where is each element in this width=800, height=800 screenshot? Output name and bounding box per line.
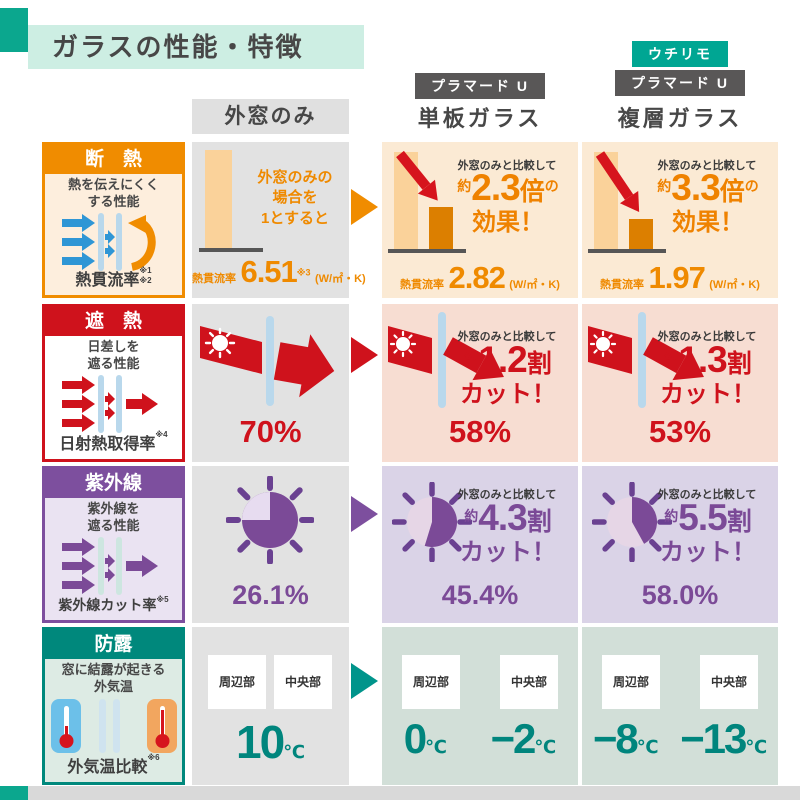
compare-note: 外窓のみと比較して	[457, 331, 557, 343]
perimeter-box: 周辺部	[208, 655, 266, 709]
uv-metric-label: 紫外線カット率※5	[58, 595, 169, 613]
sun-pie-icon	[391, 481, 473, 563]
heat-shield-base-cell: 70%	[192, 304, 349, 462]
insulation-category-title: 断 熱	[45, 145, 182, 174]
uv-arrows-through-glass-icon	[45, 536, 182, 595]
heat-shield-single-value: 58%	[448, 414, 512, 449]
anti-condensation-label-cell: 防露 窓に結露が起きる 外気温 外気温比較※6	[42, 627, 185, 785]
uv-category-title: 紫外線	[45, 469, 182, 498]
center-box: 中央部	[274, 655, 332, 709]
insulation-single-effect: 約2.3倍の 効果！	[457, 167, 559, 236]
compare-note: 外窓のみと比較して	[657, 331, 757, 343]
column-header-double-glass: ウチリモ プラマード U 複層ガラス	[582, 41, 778, 133]
right-arrow-icon	[351, 337, 378, 373]
compare-note: 外窓のみと比較して	[657, 489, 757, 501]
thermometers-and-glass-icon	[45, 698, 182, 754]
insulation-double-cell: 外窓のみと比較して 約3.3倍の 効果！ 熱貫流率 1.97 (W/㎡・K)	[582, 142, 778, 298]
next-section-accent-square	[0, 786, 28, 800]
title-accent-square	[0, 8, 28, 52]
row-heat-shield: 遮 熱 日差しを 遮る性能 日射熱取得率※4	[0, 304, 800, 462]
anti-condensation-description: 窓に結露が起きる 外気温	[61, 662, 166, 694]
anti-condensation-double-cell: 周辺部 中央部 −8℃ −13℃	[582, 627, 778, 785]
anti-condensation-category-title: 防露	[45, 630, 182, 659]
compare-note: 外窓のみと比較して	[657, 160, 757, 172]
anti-condensation-double-values: −8℃ −13℃	[592, 715, 768, 762]
base-bar	[205, 150, 232, 248]
uv-label-cell: 紫外線 紫外線を 遮る性能 紫外線カット率※5	[42, 466, 185, 623]
sunlight-arrows-through-glass-icon	[45, 374, 182, 433]
insulation-double-effect: 約3.3倍の 効果！	[657, 167, 759, 236]
anti-condensation-base-cell: 周辺部 中央部 10℃	[192, 627, 349, 785]
heat-shield-double-cell: 外窓のみと比較して 約1.3割 カット！ 53%	[582, 304, 778, 462]
row-anti-condensation: 防露 窓に結露が起きる 外気温 外気温比較※6 周辺部 中央部	[0, 627, 800, 785]
compare-note: 外窓のみと比較して	[457, 489, 557, 501]
uv-double-cell: 外窓のみと比較して 約5.5割 カット！ 58.0%	[582, 466, 778, 623]
insulation-label-cell: 断 熱 熱を伝えにくく する性能 熱貫流率※1 ※2	[42, 142, 185, 298]
uv-single-value: 45.4%	[441, 580, 519, 610]
next-section-divider	[28, 786, 800, 800]
insulation-description: 熱を伝えにくく する性能	[68, 177, 159, 209]
sun-band-arrow-icon	[200, 316, 340, 408]
insulation-single-cell: 外窓のみと比較して 約2.3倍の 効果！ 熱貫流率 2.82 (W/㎡・K)	[382, 142, 578, 298]
column-header-outer-window-only: 外窓のみ	[192, 99, 349, 134]
perimeter-box: 周辺部	[402, 655, 460, 709]
uv-base-value: 26.1%	[232, 580, 309, 610]
anti-condensation-single-values: 0℃ −2℃	[403, 715, 557, 762]
uv-single-cell: 外窓のみと比較して 約4.3割 カット！ 45.4%	[382, 466, 578, 623]
plamard-u-badge-2: プラマード U	[615, 70, 745, 96]
sun-pie-icon	[591, 481, 673, 563]
uv-single-effect: 約4.3割 カット！	[460, 497, 556, 566]
sun-band-deflected-arrow-icon	[388, 312, 520, 412]
heat-shield-single-cell: 外窓のみと比較して 約1.2割 カット！ 58%	[382, 304, 578, 462]
bar-baseline	[199, 248, 263, 252]
uchirimo-badge: ウチリモ	[632, 41, 728, 67]
bar-chart-with-down-arrow-icon	[386, 146, 470, 256]
sun-band-deflected-arrow-icon	[588, 312, 720, 412]
heat-shield-base-value: 70%	[239, 414, 302, 449]
bar-chart-with-down-arrow-icon	[586, 146, 670, 256]
heat-shield-metric-label: 日射熱取得率※4	[59, 430, 168, 453]
column-header-single-glass: プラマード U 単板ガラス	[382, 73, 578, 133]
insulation-base-cell: 外窓のみの 場合を 1とすると 熱貫流率 6.51※3 (W/㎡・K)	[192, 142, 366, 298]
heat-shield-label-cell: 遮 熱 日差しを 遮る性能 日射熱取得率※4	[42, 304, 185, 462]
center-box: 中央部	[500, 655, 558, 709]
insulation-double-value: 熱貫流率 1.97 (W/㎡・K)	[600, 260, 760, 295]
row-uv: 紫外線 紫外線を 遮る性能 紫外線カット率※5	[0, 466, 800, 623]
uv-description: 紫外線を 遮る性能	[87, 501, 140, 533]
double-glass-label: 複層ガラス	[617, 106, 743, 131]
right-arrow-icon	[351, 496, 378, 532]
heat-shield-double-effect: 約1.3割 カット！	[660, 339, 756, 408]
right-arrow-icon	[351, 189, 378, 225]
insulation-single-value: 熱貫流率 2.82 (W/㎡・K)	[400, 260, 560, 295]
anti-condensation-single-cell: 周辺部 中央部 0℃ −2℃	[382, 627, 578, 785]
page-title: ガラスの性能・特徴	[28, 25, 364, 70]
base-note: 外窓のみの 場合を 1とすると	[257, 169, 333, 227]
heat-shield-double-value: 53%	[648, 414, 712, 449]
anti-condensation-metric-label: 外気温比較※6	[67, 753, 160, 776]
anti-condensation-base-value: 10℃	[236, 716, 305, 768]
right-arrow-icon	[351, 663, 378, 699]
insulation-metric-label: 熱貫流率※1 ※2	[75, 266, 152, 289]
sun-pie-icon	[225, 475, 315, 565]
heat-shield-category-title: 遮 熱	[45, 307, 182, 336]
single-glass-label: 単板ガラス	[417, 106, 543, 131]
plamard-u-badge: プラマード U	[415, 73, 545, 99]
compare-note: 外窓のみと比較して	[457, 160, 557, 172]
center-box: 中央部	[700, 655, 758, 709]
heat-shield-single-effect: 約1.2割 カット！	[460, 339, 556, 408]
insulation-base-value: 熱貫流率 6.51※3 (W/㎡・K)	[192, 254, 366, 289]
heat-shield-description: 日差しを 遮る性能	[87, 339, 140, 371]
row-insulation: 断 熱 熱を伝えにくく する性能 熱貫流率※1 ※2	[0, 142, 800, 298]
uv-double-value: 58.0%	[641, 580, 719, 610]
perimeter-box: 周辺部	[602, 655, 660, 709]
uv-double-effect: 約5.5割 カット！	[660, 497, 756, 566]
uv-base-cell: 26.1%	[192, 466, 349, 623]
heat-arrows-through-glass-icon	[45, 212, 182, 271]
